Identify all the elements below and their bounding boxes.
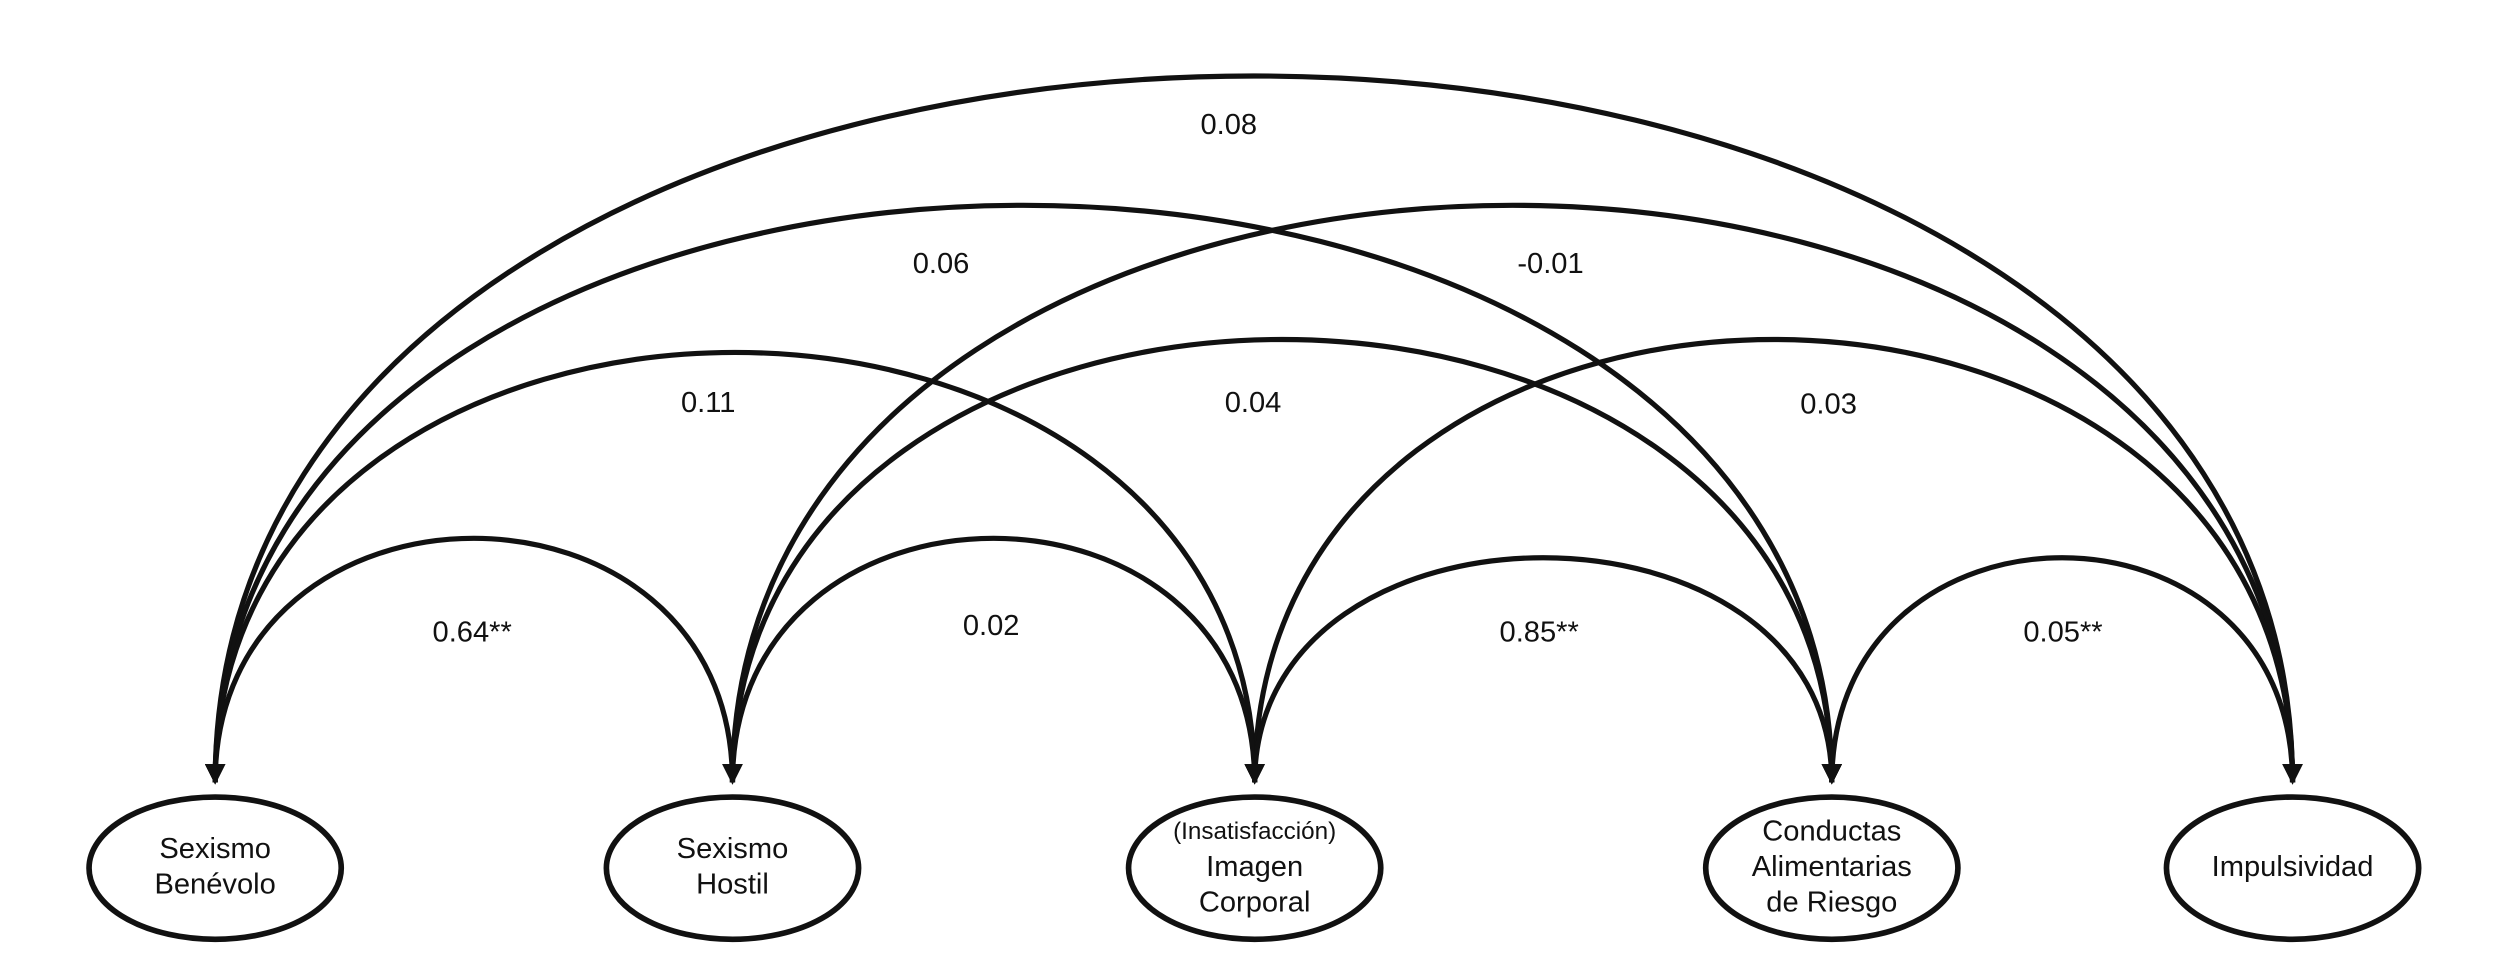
edge-label: 0.06 (913, 248, 970, 280)
node-label: Sexismo (159, 833, 271, 865)
arc (1244, 763, 1266, 785)
node-label: Alimentarias (1752, 851, 1912, 883)
arc (722, 763, 743, 785)
arc (212, 350, 1265, 785)
arc (729, 336, 1843, 785)
node-label: Imagen (1206, 851, 1303, 883)
node (86, 794, 345, 943)
node-label: Conductas (1762, 815, 1901, 847)
edge-label: 0.04 (1225, 387, 1282, 419)
edge-label: 0.64** (433, 616, 512, 648)
arc (722, 763, 743, 785)
node-label: Benévolo (154, 869, 275, 901)
arc (212, 202, 1843, 785)
node-label: Corporal (1199, 886, 1311, 918)
edge-label: -0.01 (1517, 248, 1583, 280)
arc (729, 202, 2303, 785)
edge-label: 0.03 (1800, 388, 1857, 420)
node-label: Impulsividad (2212, 851, 2374, 883)
edge-label: 0.85** (1500, 616, 1579, 648)
node (2163, 794, 2422, 943)
node (1702, 794, 1961, 943)
arc (1821, 763, 1843, 785)
node-label: Sexismo (677, 833, 789, 865)
arc (1252, 555, 1843, 785)
arc (212, 73, 2303, 785)
edge-label: 0.02 (963, 610, 1020, 642)
arc (204, 763, 226, 785)
node (603, 794, 862, 943)
nodes: Sexismo Benévolo Sexismo Hostil (Insatisfacc… (86, 794, 2422, 943)
node (1125, 794, 1384, 943)
arc (204, 763, 226, 785)
node-label: Hostil (696, 869, 769, 901)
node-label: de Riesgo (1766, 886, 1897, 918)
arcs: 0.08 0.06 -0.01 0.11 0.04 0.03 0.64** 0.02 0.85*… (204, 73, 2303, 785)
arc (1252, 336, 2303, 785)
edge-label: 0.05** (2023, 616, 2102, 648)
arc (1244, 763, 1266, 785)
edge-label: 0.11 (681, 387, 735, 419)
arc (722, 763, 743, 785)
edge-label: 0.08 (1200, 109, 1257, 141)
arc (204, 763, 226, 785)
node-label: (Insatisfacción) (1173, 818, 1336, 845)
arc (729, 535, 1265, 785)
arc (212, 535, 743, 785)
arc (1829, 555, 2303, 785)
